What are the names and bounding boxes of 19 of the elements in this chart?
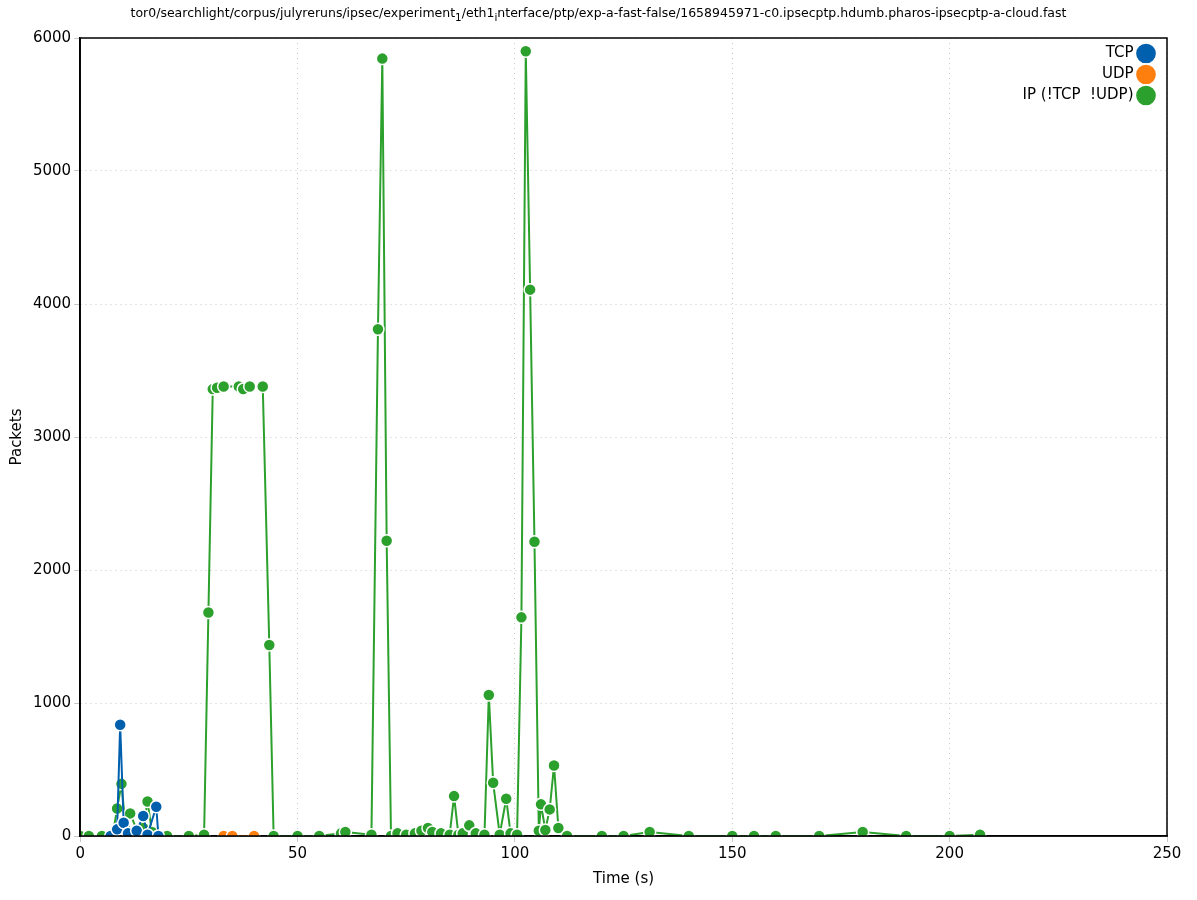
x-tick-label: 200 bbox=[935, 843, 964, 862]
y-tick-label: 2000 bbox=[32, 559, 72, 578]
legend-label: TCP bbox=[1104, 43, 1134, 62]
chart-title: tor0/searchlight/corpus/julyreruns/ipsec/experiment$_{1}$/eth1$_{i}$nterface/ptp/exp-a-fast-false/1658945971-c0.ipsecptp.hdumb.pharos-ipsecptp-a-cloud.fast bbox=[129, 4, 1068, 25]
x-tick-label: 50 bbox=[287, 843, 308, 862]
x-tick-label: 100 bbox=[500, 843, 530, 862]
y-tick-label: 5000 bbox=[32, 160, 72, 179]
y-tick-label: 1000 bbox=[32, 692, 72, 711]
y-tick-label: 6000 bbox=[32, 27, 72, 46]
y-tick-label: 0 bbox=[61, 825, 72, 844]
x-tick-label: 250 bbox=[1152, 843, 1182, 862]
y-tick-label: 3000 bbox=[32, 426, 72, 445]
legend-label: IP (!TCP !UDP) bbox=[1022, 85, 1134, 104]
x-tick-label: 0 bbox=[75, 843, 85, 862]
x-tick-label: 150 bbox=[717, 843, 747, 862]
y-tick-label: 4000 bbox=[32, 293, 72, 312]
x-axis-title: Time (s) bbox=[592, 868, 655, 887]
y-axis-title: Packets bbox=[6, 408, 25, 466]
legend-label: UDP bbox=[1101, 64, 1134, 83]
